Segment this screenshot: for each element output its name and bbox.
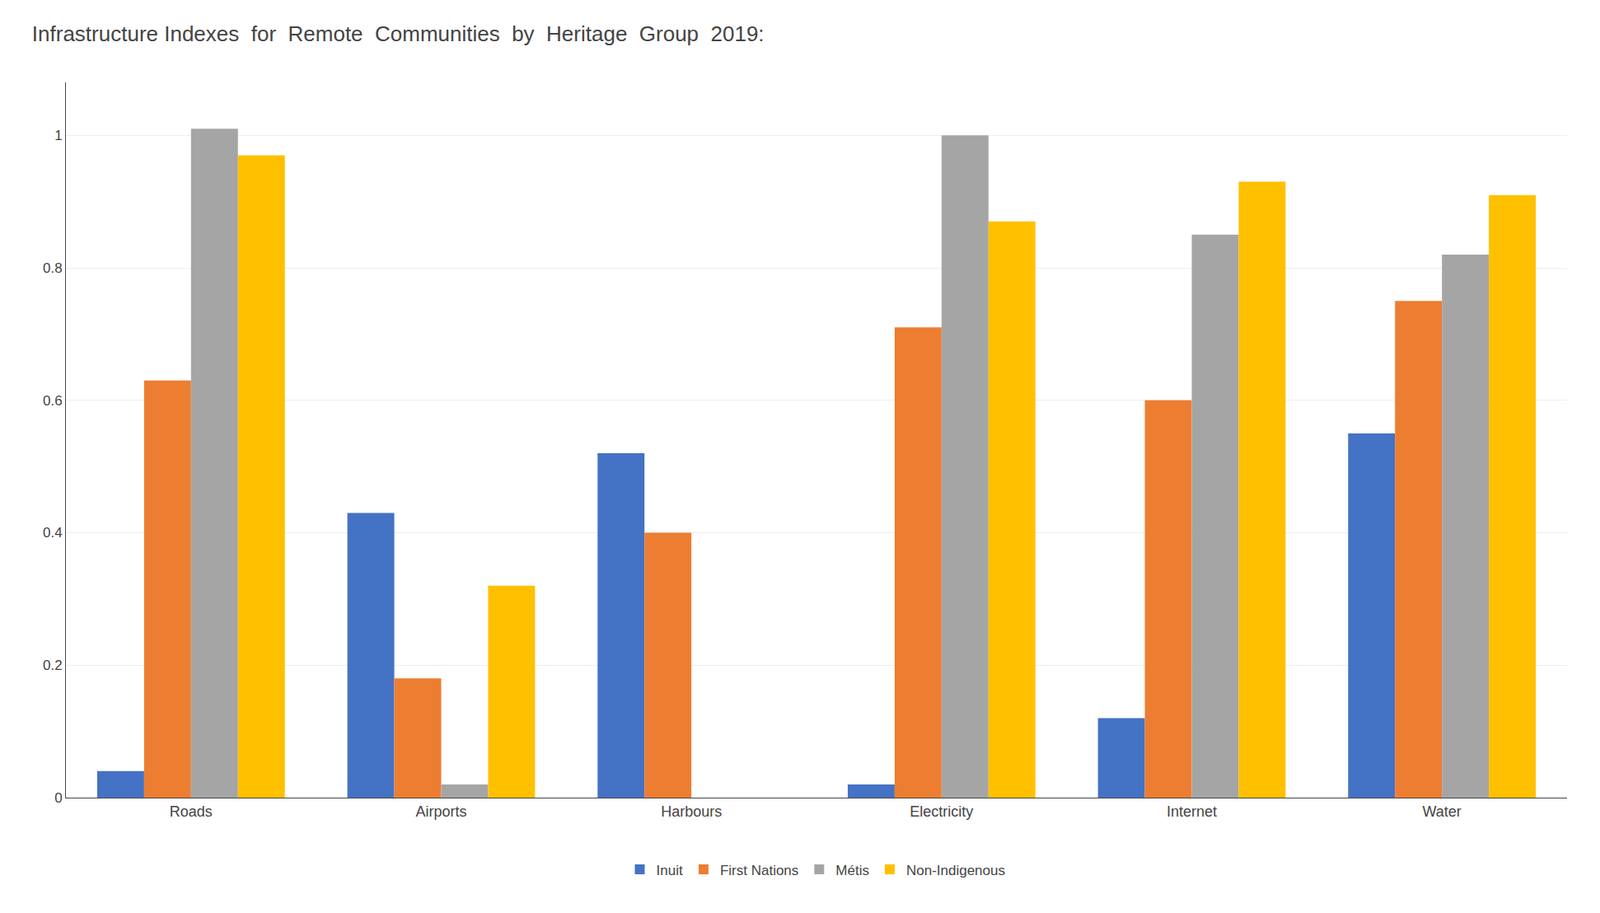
- svg-text:First Nations: First Nations: [720, 862, 799, 879]
- svg-text:Harbours: Harbours: [660, 803, 722, 820]
- svg-text:Infrastructure Indexes for R: Infrastructure Indexes for Remote Commun…: [32, 21, 765, 47]
- svg-text:0.8: 0.8: [42, 260, 63, 277]
- svg-text:Electricity: Electricity: [909, 803, 974, 820]
- svg-text:0.2: 0.2: [42, 657, 63, 674]
- svg-text:Métis: Métis: [835, 862, 870, 879]
- svg-text:Water: Water: [1422, 803, 1461, 820]
- svg-text:0: 0: [54, 790, 62, 806]
- svg-text:Non-Indigenous: Non-Indigenous: [906, 862, 1006, 879]
- svg-text:Roads: Roads: [169, 803, 213, 820]
- svg-text:1: 1: [54, 127, 62, 144]
- svg-text:0.6: 0.6: [42, 392, 63, 409]
- svg-text:Inuit: Inuit: [656, 862, 684, 879]
- svg-text:Internet: Internet: [1166, 803, 1217, 820]
- svg-text:Airports: Airports: [415, 803, 467, 820]
- svg-text:0.4: 0.4: [42, 524, 63, 541]
